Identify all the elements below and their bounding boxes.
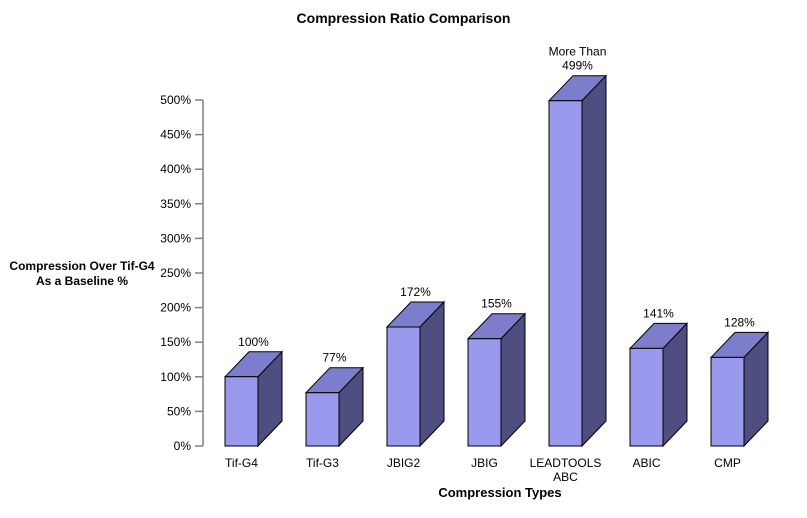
chart-title: Compression Ratio Comparison [296,10,511,26]
bar-side-face [581,74,607,448]
bar-value-label: 155% [481,297,512,311]
x-category-label: Tif-G4 [225,456,258,470]
bar-value-label: 77% [322,351,346,365]
y-tick-label: 300% [160,231,191,245]
bar-front-face [710,356,745,447]
bar-front-face [467,338,502,447]
y-tick-label: 0% [174,439,192,453]
x-category-label: ABC [553,470,578,484]
bar-value-label: 128% [724,315,755,329]
y-tick-label: 350% [160,197,191,211]
x-category-label: JBIG [471,456,498,470]
y-tick-label: 100% [160,370,191,384]
x-category-label: JBIG2 [387,456,421,470]
bar-value-label: 100% [238,335,269,349]
y-tick-label: 400% [160,162,191,176]
bar-value-label: 141% [643,306,674,320]
y-tick-label: 200% [160,301,191,315]
x-category-label: Tif-G3 [306,456,339,470]
x-axis-title: Compression Types [438,485,562,500]
y-tick-label: 500% [160,93,191,107]
y-tick-label: 150% [160,335,191,349]
bar-front-face [548,100,583,447]
bar-front-face [629,347,664,447]
y-axis-title: Compression Over Tif-G4 As a Baseline % [9,259,155,288]
x-category-label: LEADTOOLS [530,456,602,470]
bar-value-label: More Than 499% [549,45,607,73]
bar-front-face [386,326,421,447]
x-category-label: CMP [714,456,741,470]
bar-side-face [419,300,445,448]
bar-value-label: 172% [400,285,431,299]
x-category-label: ABIC [632,456,660,470]
bar-front-face [305,392,340,447]
bar-front-face [224,376,259,447]
y-tick-label: 450% [160,128,191,142]
y-tick-label: 50% [167,404,191,418]
y-tick-label: 250% [160,266,191,280]
